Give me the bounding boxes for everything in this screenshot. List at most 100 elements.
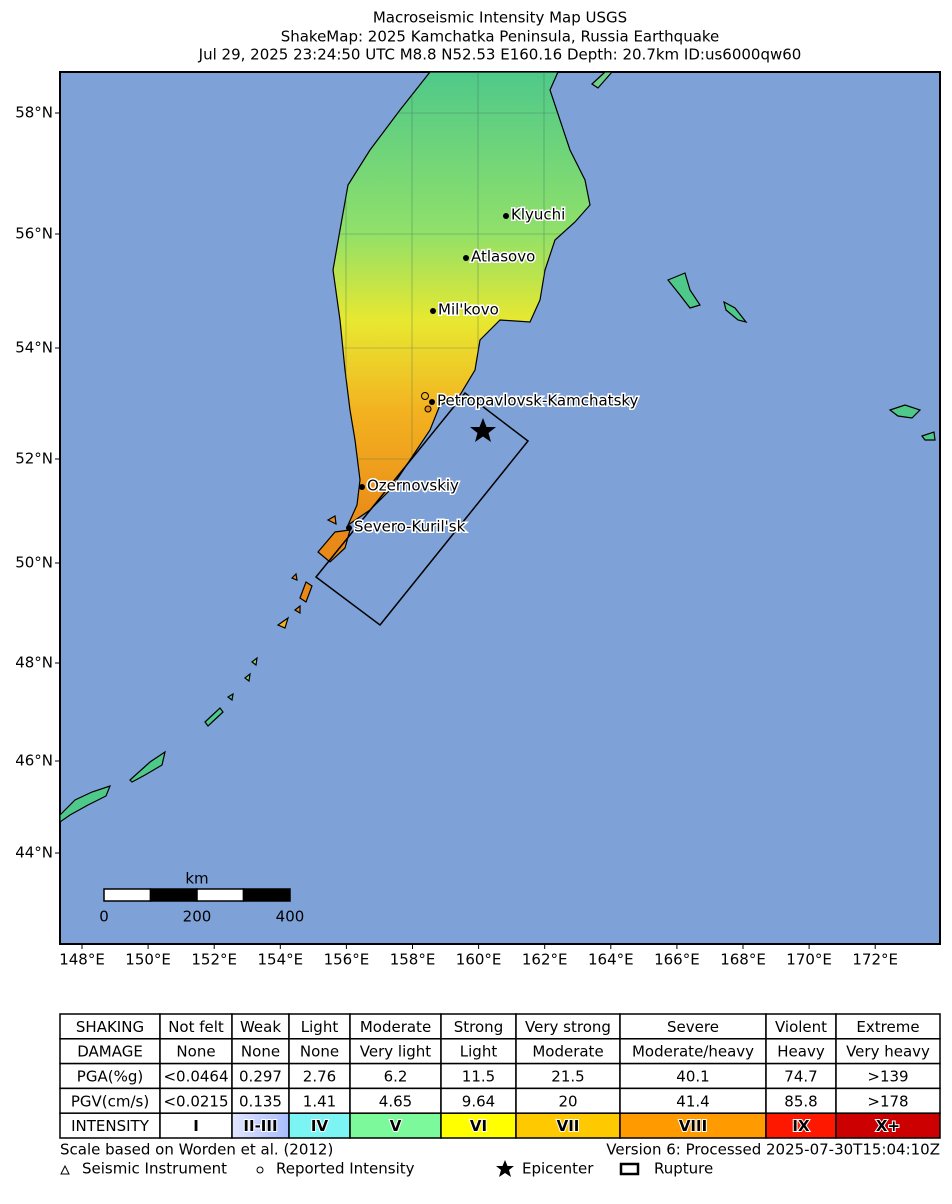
table-text: II-III <box>243 1117 277 1135</box>
symbol-label: Epicenter <box>522 1160 594 1178</box>
table-text: PGV(cm/s) <box>71 1092 149 1110</box>
island <box>204 707 224 727</box>
table-text: >178 <box>867 1092 908 1110</box>
title-line: Jul 29, 2025 23:24:50 UTC M8.8 N52.53 E1… <box>198 46 802 64</box>
table-cell <box>288 1087 351 1114</box>
lat-label: 54°N <box>15 339 53 357</box>
table-cell <box>231 1038 290 1065</box>
table-cell <box>59 1013 161 1040</box>
island <box>244 672 251 683</box>
table-cell <box>288 1038 351 1065</box>
lon-label: 156°E <box>324 951 370 969</box>
epicenter <box>470 418 496 442</box>
island <box>59 785 112 824</box>
table-text: VII <box>557 1117 580 1135</box>
table-cell <box>440 1112 517 1139</box>
scale-unit: km <box>185 870 208 888</box>
table-cell <box>159 1062 233 1090</box>
island <box>888 404 922 419</box>
island <box>129 750 166 783</box>
table-cell <box>159 1112 233 1139</box>
reported-intensity <box>421 392 429 400</box>
place-label: Severo-Kuril'sk <box>354 518 466 536</box>
rupture <box>314 391 530 627</box>
scale-bar <box>103 888 291 902</box>
table-text: 41.4 <box>676 1092 709 1110</box>
table-text: 21.5 <box>551 1068 584 1086</box>
table-text: 0.135 <box>239 1092 282 1110</box>
table-text: 1.41 <box>303 1092 336 1110</box>
table-cell <box>515 1038 621 1065</box>
place-dot <box>503 213 509 219</box>
lon-label: 152°E <box>191 951 237 969</box>
table-text: VI <box>470 1117 487 1135</box>
island <box>667 272 701 309</box>
table-text: 11.5 <box>462 1068 495 1086</box>
table-text: 85.8 <box>784 1092 817 1110</box>
table-text: 0.297 <box>239 1068 282 1086</box>
title-line: Macroseismic Intensity Map USGS <box>373 9 627 27</box>
table-cell <box>835 1062 941 1090</box>
island <box>326 515 337 526</box>
lat-label: 56°N <box>15 225 53 243</box>
rupture-symbol <box>619 1162 640 1176</box>
lon-label: 160°E <box>456 951 502 969</box>
place-label: Petropavlovsk-Kamchatsky <box>437 392 639 410</box>
table-cell <box>159 1013 233 1040</box>
table-text: Weak <box>240 1018 281 1036</box>
epicenter-symbol <box>496 1160 514 1177</box>
table-text: SHAKING <box>76 1018 144 1036</box>
table-text: 6.2 <box>384 1068 408 1086</box>
place-dot <box>359 484 365 490</box>
table-text: Heavy <box>777 1043 825 1061</box>
table-text: None <box>176 1043 215 1061</box>
lat-label: 46°N <box>15 752 53 770</box>
table-text: None <box>241 1043 280 1061</box>
table-text: Strong <box>454 1018 503 1036</box>
place-dot <box>430 308 436 314</box>
lon-label: 148°E <box>59 951 105 969</box>
footer-right: Version 6: Processed 2025-07-30T15:04:10… <box>606 1141 940 1159</box>
table-cell <box>835 1112 941 1139</box>
lat-label: 48°N <box>15 654 53 672</box>
instrument-symbol <box>60 1164 70 1175</box>
table-text: Moderate <box>532 1043 603 1061</box>
lat-label: 58°N <box>15 104 53 122</box>
table-text: Violent <box>775 1018 827 1036</box>
table-text: INTENSITY <box>71 1117 150 1135</box>
scale-label: 0 <box>99 908 109 926</box>
island <box>251 656 258 667</box>
island <box>226 692 234 702</box>
table-text: Very heavy <box>846 1043 930 1061</box>
table-text: 74.7 <box>784 1068 817 1086</box>
island <box>293 604 301 615</box>
table-text: I <box>193 1117 199 1135</box>
table-cell <box>515 1062 621 1090</box>
table-cell <box>349 1112 442 1139</box>
table-text: 4.65 <box>379 1092 412 1110</box>
lon-label: 158°E <box>390 951 436 969</box>
table-cell <box>835 1087 941 1114</box>
lon-label: 172°E <box>852 951 898 969</box>
table-text: IV <box>311 1117 329 1135</box>
table-cell <box>288 1013 351 1040</box>
table-cell <box>288 1062 351 1090</box>
lat-label: 52°N <box>15 450 53 468</box>
island <box>276 616 290 629</box>
table-cell <box>59 1112 161 1139</box>
lat-label: 44°N <box>15 844 53 862</box>
place-dot <box>346 525 352 531</box>
table-cell <box>619 1062 767 1090</box>
table-text: <0.0464 <box>163 1068 228 1086</box>
lon-label: 170°E <box>786 951 832 969</box>
table-text: 2.76 <box>303 1068 336 1086</box>
symbol-label: Seismic Instrument <box>82 1160 227 1178</box>
island <box>290 572 298 581</box>
dynamic-layer: Macroseismic Intensity Map USGSShakeMap:… <box>15 9 941 1178</box>
island <box>591 71 614 89</box>
table-text: Light <box>301 1018 339 1036</box>
place-label: Klyuchi <box>511 206 565 224</box>
land <box>59 71 936 824</box>
lon-label: 150°E <box>125 951 171 969</box>
table-text: Severe <box>667 1018 719 1036</box>
